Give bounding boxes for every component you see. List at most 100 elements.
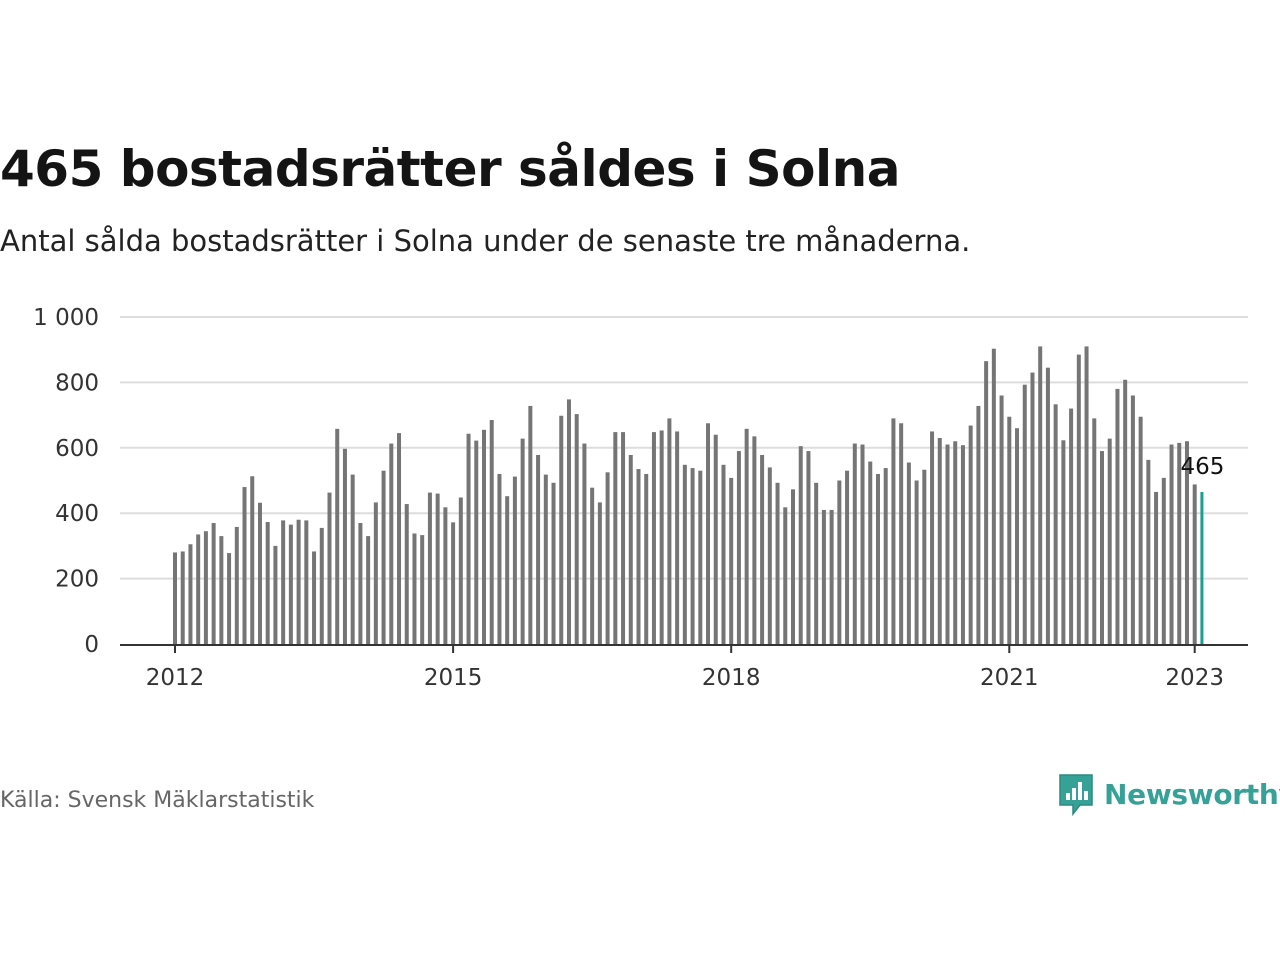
bar	[1030, 372, 1035, 644]
bar	[868, 461, 873, 644]
bar	[845, 470, 850, 644]
bar	[891, 418, 896, 644]
bars	[173, 346, 1204, 644]
bar	[559, 415, 564, 644]
bar	[312, 551, 317, 644]
bar	[1192, 484, 1197, 644]
bar	[443, 507, 448, 644]
bar	[798, 446, 803, 644]
bar	[420, 535, 425, 644]
bar	[713, 434, 718, 644]
bar	[1069, 408, 1074, 644]
brand-name: Newsworthy	[1104, 777, 1280, 811]
bar	[675, 431, 680, 644]
bar	[837, 480, 842, 644]
bar	[381, 470, 386, 644]
x-tick-label: 2021	[980, 665, 1039, 691]
y-tick-label: 800	[55, 370, 99, 396]
bar	[350, 474, 355, 644]
bar	[636, 469, 641, 644]
bar	[319, 527, 324, 644]
bar	[1100, 451, 1104, 644]
bar	[651, 432, 656, 644]
bar	[1177, 442, 1182, 644]
bar	[404, 504, 409, 644]
bar	[991, 348, 996, 644]
bar	[1169, 444, 1174, 644]
bar	[296, 519, 301, 644]
bar	[914, 480, 919, 644]
bar	[358, 523, 363, 644]
bar	[875, 473, 880, 644]
bar	[1076, 354, 1081, 644]
bar	[698, 470, 703, 644]
bar	[242, 487, 247, 644]
bar	[203, 531, 208, 644]
bar	[590, 487, 595, 644]
bar	[427, 492, 432, 644]
y-tick-label: 400	[55, 501, 99, 527]
bar	[659, 430, 664, 644]
bar	[814, 482, 819, 644]
bar	[1161, 477, 1166, 644]
bar	[1092, 418, 1097, 644]
bar	[899, 423, 904, 644]
bar	[999, 395, 1004, 644]
bar	[582, 443, 587, 644]
x-axis-ticks: 2012 2015 2018 2021 2023	[146, 645, 1224, 691]
bar	[821, 509, 826, 644]
bar	[273, 545, 278, 644]
bar	[613, 432, 618, 644]
bar	[482, 429, 486, 644]
bar	[1061, 440, 1066, 644]
bar	[628, 454, 633, 644]
bar	[1123, 379, 1128, 644]
bar	[250, 476, 255, 644]
bar	[342, 448, 347, 644]
bar	[389, 443, 394, 644]
bar	[667, 418, 672, 644]
bar	[597, 502, 602, 644]
bar	[706, 423, 711, 644]
brand-logo[interactable]: Newsworthy	[1058, 772, 1280, 816]
bar	[953, 441, 958, 644]
bar	[729, 477, 734, 644]
bar	[520, 438, 525, 644]
bar	[860, 444, 865, 644]
bar	[265, 522, 270, 644]
bar	[1015, 428, 1020, 644]
bar	[288, 524, 293, 644]
bar	[227, 553, 232, 644]
bar	[945, 444, 950, 644]
bar	[806, 451, 811, 644]
bar	[1022, 384, 1027, 644]
chart-subtitle: Antal sålda bostadsrätter i Solna under …	[0, 224, 971, 258]
bar	[497, 473, 502, 644]
bar	[397, 433, 402, 644]
bar	[466, 433, 471, 644]
chart-title: 465 bostadsrätter såldes i Solna	[0, 140, 900, 198]
bar	[682, 464, 687, 644]
bar	[551, 482, 556, 644]
bar	[1184, 441, 1189, 644]
y-tick-label: 1 000	[33, 305, 99, 331]
bar	[180, 551, 185, 644]
x-tick-label: 2023	[1165, 665, 1224, 691]
bar	[922, 469, 927, 644]
source-note: Källa: Svensk Mäklarstatistik	[0, 788, 315, 813]
y-tick-label: 600	[55, 436, 99, 462]
x-tick-label: 2012	[146, 665, 205, 691]
bar	[1138, 416, 1143, 644]
bar	[505, 496, 510, 644]
bar	[1130, 395, 1135, 644]
bar	[281, 520, 286, 644]
bar	[760, 454, 765, 644]
bar	[783, 507, 788, 644]
bar	[984, 361, 989, 644]
bar	[937, 437, 942, 644]
bar	[1007, 416, 1012, 644]
bar	[234, 526, 239, 644]
bar	[528, 405, 533, 644]
bar	[412, 533, 417, 644]
